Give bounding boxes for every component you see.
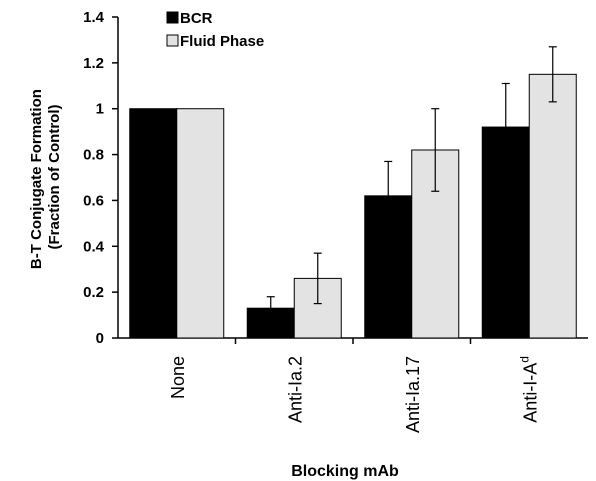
bars: [129, 73, 577, 339]
bar-bcr-0: [129, 108, 178, 339]
legend-label-bcr: BCR: [180, 10, 213, 27]
y-tick-label: 0.6: [83, 192, 104, 209]
category-label-text: None: [168, 356, 188, 399]
legend-label-fluid-phase: Fluid Phase: [180, 33, 264, 50]
y-axis-title-line-2: (Fraction of Control): [46, 105, 63, 250]
x-axis-title: Blocking mAb: [291, 463, 399, 480]
legend-swatch-bcr: [166, 11, 179, 24]
category-label-text: Anti-Ia.2: [285, 356, 305, 423]
y-tick-label: 0: [96, 330, 104, 347]
category-label-text: Anti-I-A: [520, 363, 540, 423]
legend-swatch-fluid-phase: [166, 34, 179, 47]
y-axis-title-line-1: B-T Conjugate Formation: [28, 89, 45, 269]
category-label-text: Anti-Ia.17: [403, 356, 423, 433]
bar-fluid-phase-3: [528, 73, 577, 339]
y-tick-label: 0.4: [83, 238, 105, 255]
y-tick-label: 0.2: [83, 284, 104, 301]
y-tick-label: 1: [96, 101, 104, 118]
bar-fluid-phase-1: [293, 277, 342, 339]
category-label-1: Anti-Ia.2: [285, 356, 305, 423]
category-label-superscript: d: [517, 356, 531, 363]
legend: BCR Fluid Phase: [166, 10, 264, 50]
category-label-0: None: [168, 356, 188, 399]
x-ticks: [234, 338, 472, 344]
category-label-2: Anti-Ia.17: [403, 356, 423, 433]
category-label-3: Anti-I-Ad: [517, 356, 540, 423]
bar-fluid-phase-0: [176, 108, 225, 339]
category-labels: None Anti-Ia.2 Anti-Ia.17 Anti-I-Ad: [168, 356, 541, 433]
y-tick-label: 1.4: [83, 9, 105, 26]
y-tick-label: 1.2: [83, 55, 104, 72]
error-bars: [266, 46, 557, 321]
y-tick-label: 0.8: [83, 147, 104, 164]
y-axis-title: B-T Conjugate Formation (Fraction of Con…: [28, 85, 63, 269]
y-ticks: 0 0.2 0.4 0.6 0.8 1 1.2 1.4: [83, 9, 118, 347]
